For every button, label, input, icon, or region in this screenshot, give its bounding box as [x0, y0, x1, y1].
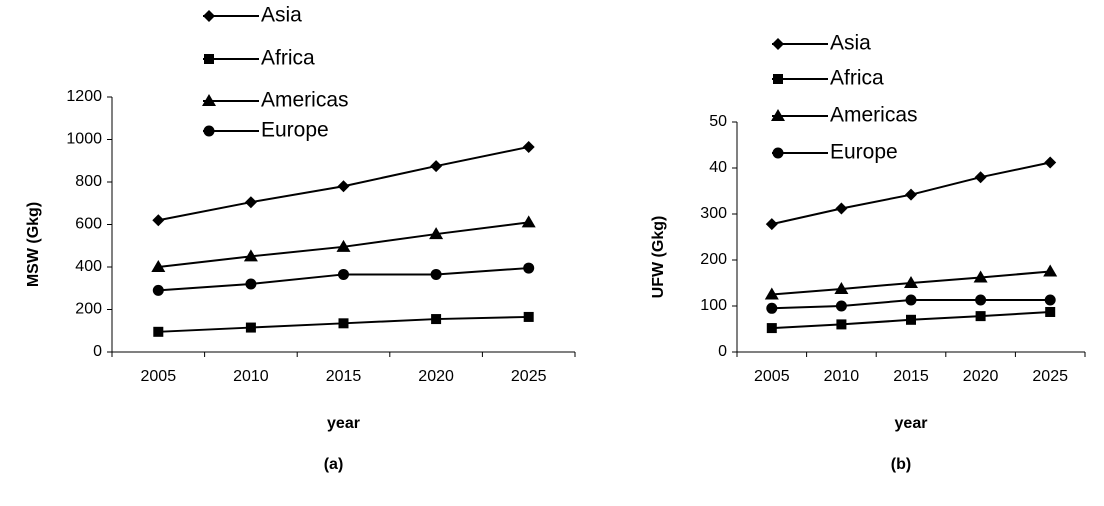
legend-label: Americas	[261, 89, 349, 112]
marker-circle	[766, 302, 778, 314]
marker-square	[975, 311, 986, 322]
marker-diamond	[765, 218, 778, 231]
marker-diamond	[974, 171, 987, 184]
y-axis-title: UFW (Gkg)	[650, 216, 667, 299]
marker-triangle	[243, 249, 258, 262]
marker-square	[1045, 306, 1056, 317]
marker-circle	[835, 300, 847, 312]
marker-triangle	[764, 287, 779, 300]
marker-square	[431, 314, 442, 325]
x-tick-label: 2015	[893, 368, 929, 385]
x-tick-label: 2010	[824, 368, 860, 385]
y-tick-label: 600	[75, 216, 102, 233]
marker-triangle	[834, 281, 849, 294]
marker-diamond	[337, 180, 350, 193]
marker-square	[204, 54, 214, 64]
marker-square	[773, 74, 783, 84]
y-tick-label: 50	[709, 113, 727, 130]
y-tick-label: 400	[75, 258, 102, 275]
marker-square	[153, 326, 164, 337]
marker-square	[245, 322, 256, 333]
x-tick-label: 2010	[233, 368, 269, 385]
marker-circle	[523, 262, 535, 274]
marker-circle	[430, 268, 442, 280]
marker-circle	[245, 278, 257, 290]
caption: (a)	[324, 456, 344, 473]
marker-circle	[975, 294, 987, 306]
y-tick-label: 300	[700, 205, 727, 222]
x-tick-label: 2020	[963, 368, 999, 385]
marker-triangle	[1043, 264, 1058, 277]
legend-label: Europe	[830, 141, 898, 164]
marker-triangle	[521, 215, 536, 228]
legend-label: Africa	[261, 47, 315, 70]
marker-diamond	[1044, 156, 1057, 169]
marker-square	[338, 318, 349, 329]
legend-label: Americas	[830, 104, 918, 127]
marker-diamond	[835, 202, 848, 215]
marker-square	[836, 319, 847, 330]
y-tick-label: 200	[700, 251, 727, 268]
marker-triangle	[973, 270, 988, 283]
marker-diamond	[772, 38, 784, 50]
y-tick-label: 100	[700, 297, 727, 314]
y-tick-label: 0	[718, 343, 727, 360]
marker-diamond	[430, 160, 443, 173]
marker-triangle	[336, 239, 351, 252]
marker-circle	[772, 147, 784, 159]
x-axis-title: year	[327, 415, 360, 432]
legend-label: Africa	[830, 67, 884, 90]
marker-triangle	[429, 227, 444, 240]
x-tick-label: 2025	[1032, 368, 1068, 385]
marker-diamond	[522, 140, 535, 153]
x-tick-label: 2005	[754, 368, 790, 385]
y-axis-title: MSW (Gkg)	[25, 202, 42, 287]
marker-circle	[905, 294, 917, 306]
marker-circle	[203, 125, 215, 137]
marker-circle	[152, 284, 164, 296]
marker-diamond	[152, 214, 165, 227]
marker-diamond	[203, 10, 215, 22]
marker-circle	[338, 268, 349, 280]
y-tick-label: 1200	[66, 88, 102, 105]
y-tick-label: 0	[93, 343, 102, 360]
x-axis-title: year	[895, 415, 928, 432]
y-tick-label: 200	[75, 301, 102, 318]
marker-square	[523, 311, 534, 322]
legend-label: Asia	[261, 4, 302, 27]
x-tick-label: 2005	[141, 368, 177, 385]
y-tick-label: 1000	[66, 131, 102, 148]
x-tick-label: 2015	[326, 368, 362, 385]
marker-triangle	[904, 276, 918, 288]
y-tick-label: 40	[709, 159, 727, 176]
marker-diamond	[905, 188, 917, 201]
marker-diamond	[244, 196, 257, 209]
legend-label: Asia	[830, 32, 871, 55]
x-tick-label: 2025	[511, 368, 547, 385]
y-tick-label: 800	[75, 173, 102, 190]
caption: (b)	[891, 456, 911, 473]
x-tick-label: 2020	[418, 368, 454, 385]
marker-triangle	[771, 109, 785, 121]
marker-triangle	[151, 260, 166, 272]
marker-circle	[1044, 294, 1056, 306]
marker-square	[766, 323, 777, 334]
legend-label: Europe	[261, 119, 329, 142]
marker-triangle	[202, 94, 216, 106]
marker-square	[906, 314, 916, 325]
